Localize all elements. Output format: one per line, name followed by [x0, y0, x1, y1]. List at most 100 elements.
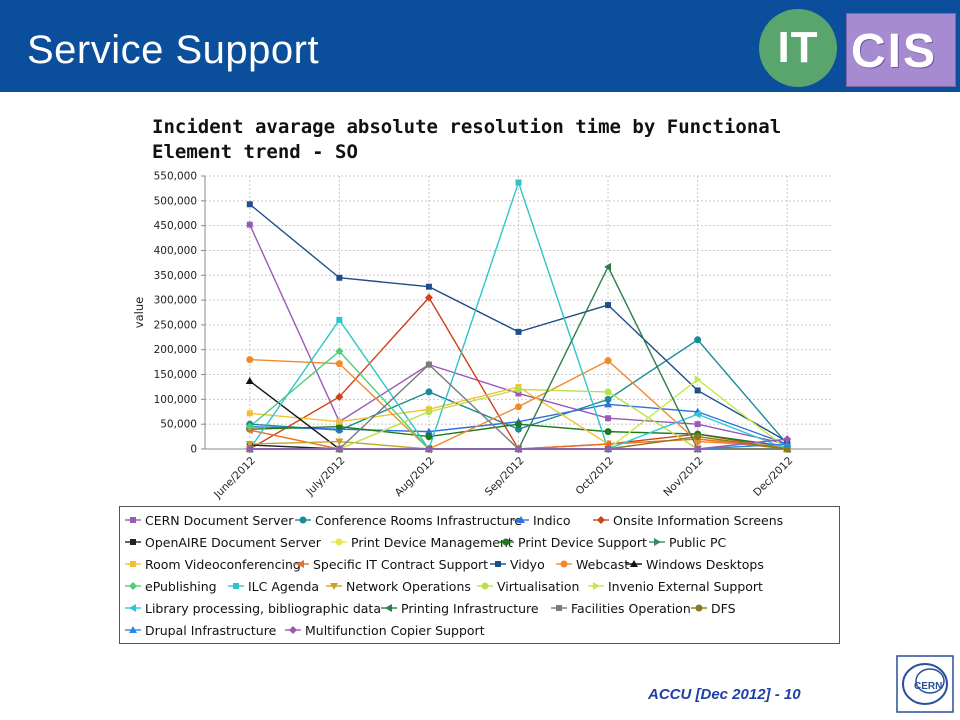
legend-marker	[654, 538, 661, 546]
data-point	[245, 441, 254, 449]
legend-item: Conference Rooms Infrastructure	[295, 512, 522, 528]
legend-label: Room Videoconferencing	[145, 556, 301, 572]
legend-marker-icon	[626, 560, 642, 567]
cern-logo-text: CERN	[914, 681, 942, 692]
data-point	[604, 400, 613, 408]
legend-marker	[130, 561, 136, 567]
data-point	[604, 262, 612, 271]
legend-item: Invenio External Support	[588, 578, 763, 594]
data-point	[604, 357, 612, 365]
legend-label: Library processing, bibliographic data	[145, 600, 381, 616]
legend-marker	[233, 583, 239, 589]
legend-item: Indico	[513, 512, 571, 528]
legend-marker-icon	[125, 582, 141, 590]
legend-label: Multifunction Copier Support	[305, 622, 485, 638]
data-point	[783, 440, 792, 448]
legend-marker-icon	[331, 538, 347, 546]
legend-marker-icon	[691, 604, 707, 612]
legend-marker	[495, 561, 501, 567]
data-point	[336, 316, 343, 323]
legend-item: OpenAIRE Document Server	[125, 534, 321, 550]
data-point	[605, 415, 612, 422]
y-axis-label: value	[132, 297, 146, 328]
it-logo: IT	[759, 9, 837, 87]
data-point	[604, 395, 612, 403]
data-point	[425, 433, 433, 441]
legend-marker-icon	[593, 516, 609, 524]
data-point	[604, 428, 612, 436]
legend-marker	[556, 605, 562, 611]
legend-marker-icon	[551, 605, 567, 611]
legend-item: Onsite Information Screens	[593, 512, 783, 528]
x-tick-label: June/2012	[211, 455, 258, 502]
legend-item: Network Operations	[326, 578, 471, 594]
y-tick-label: 100,000	[154, 394, 197, 406]
legend-marker	[517, 516, 525, 523]
legend-marker	[695, 604, 703, 612]
data-point	[515, 420, 522, 428]
x-tick-label: Aug/2012	[393, 455, 437, 499]
legend-marker	[481, 582, 489, 590]
data-point	[783, 445, 791, 453]
data-point	[425, 408, 433, 416]
legend-marker-icon	[293, 560, 309, 568]
data-point	[425, 388, 433, 396]
legend-item: Facilities Operation	[551, 600, 691, 616]
legend-label: Print Device Management	[351, 534, 513, 550]
slide-header: Service Support IT CIS	[0, 0, 960, 92]
data-point	[694, 421, 701, 428]
cis-logo-text: CIS	[851, 25, 938, 78]
y-tick-label: 150,000	[154, 369, 197, 381]
x-tick-label: July/2012	[304, 455, 348, 499]
y-tick-label: 400,000	[154, 245, 197, 257]
data-point	[515, 403, 522, 411]
legend-item: Library processing, bibliographic data	[125, 600, 381, 616]
legend-marker-icon	[125, 517, 141, 523]
legend-label: Facilities Operation	[571, 600, 691, 616]
legend-label: OpenAIRE Document Server	[145, 534, 321, 550]
legend-marker	[630, 560, 638, 567]
data-point	[424, 293, 433, 302]
legend-item: Webcast	[556, 556, 629, 572]
cern-logo: CERN	[896, 655, 954, 713]
data-point	[335, 438, 344, 446]
legend-label: Onsite Information Screens	[613, 512, 784, 528]
chart-title: Incident avarage absolute resolution tim…	[152, 116, 782, 163]
data-point	[515, 425, 522, 433]
legend-label: Virtualisation	[497, 578, 580, 594]
legend-item: Print Device Support	[498, 534, 647, 550]
data-point	[693, 410, 701, 419]
data-point	[694, 375, 702, 384]
legend-marker-icon	[125, 561, 141, 567]
slide-title: Service Support	[27, 28, 320, 72]
legend-label: Indico	[533, 512, 571, 528]
legend-marker-icon	[228, 583, 244, 589]
slide-footer: ACCU [Dec 2012] - 10	[648, 686, 801, 703]
data-point	[246, 356, 254, 364]
data-point	[515, 328, 522, 335]
y-tick-label: 300,000	[154, 295, 197, 307]
legend-marker-icon	[588, 582, 604, 590]
legend-marker	[129, 582, 137, 590]
data-point	[694, 438, 702, 446]
data-point	[694, 387, 701, 394]
legend-marker-icon	[125, 539, 141, 545]
legend-item: Virtualisation	[477, 578, 579, 594]
legend-marker-icon	[556, 560, 572, 568]
data-point	[335, 347, 344, 356]
legend-item: Drupal Infrastructure	[125, 622, 276, 638]
data-point	[604, 388, 612, 396]
y-tick-label: 50,000	[160, 419, 197, 431]
legend-marker-icon	[477, 582, 493, 590]
y-tick-label: 450,000	[154, 220, 197, 232]
data-point	[336, 418, 343, 425]
legend-marker	[130, 517, 136, 523]
legend-label: DFS	[711, 600, 736, 616]
legend-marker	[593, 582, 600, 590]
legend-marker-icon	[125, 604, 141, 612]
legend-marker	[129, 626, 137, 633]
y-tick-label: 200,000	[154, 344, 197, 356]
legend-marker	[385, 604, 392, 612]
legend-label: Print Device Support	[518, 534, 647, 550]
